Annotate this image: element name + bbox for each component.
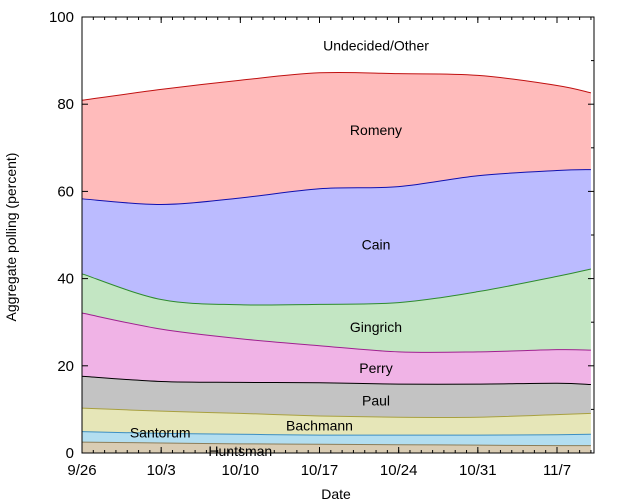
series-label: Romeny <box>350 122 402 138</box>
x-tick-label: 9/26 <box>67 462 96 479</box>
line-santorum <box>81 431 591 436</box>
area-huntsman <box>82 442 591 453</box>
y-tick-label: 80 <box>57 96 74 113</box>
series-label: Gingrich <box>350 319 402 335</box>
line-romeny <box>81 71 592 101</box>
area-romeny <box>82 72 591 205</box>
series-label: Paul <box>362 393 390 409</box>
series-label: Undecided/Other <box>323 37 429 53</box>
y-tick-label: 40 <box>57 271 74 288</box>
y-axis-title: Aggregate polling (percent) <box>3 153 19 322</box>
y-axis: 0 20 40 60 80 100 <box>49 9 594 462</box>
line-bachmann <box>81 407 591 418</box>
y-tick-label: 60 <box>57 183 74 200</box>
series-label: Santorum <box>130 424 191 440</box>
y-tick-label: 0 <box>66 445 74 462</box>
line-perry <box>81 312 591 353</box>
line-cain <box>81 169 591 205</box>
area-layer <box>81 12 592 453</box>
y-tick-label: 100 <box>49 9 74 26</box>
x-tick-label: 10/10 <box>222 462 260 479</box>
x-axis: 9/26 10/3 10/10 10/17 10/24 10/31 11/7 <box>67 17 592 479</box>
series-label: Perry <box>359 360 392 376</box>
area-cain <box>82 169 591 306</box>
area-bachmann <box>82 408 591 436</box>
line-paul <box>81 375 591 386</box>
series-label: Bachmann <box>286 418 353 434</box>
area-undecided-other <box>82 12 591 101</box>
x-tick-label: 10/31 <box>459 462 497 479</box>
x-tick-label: 10/3 <box>147 462 176 479</box>
x-tick-label: 10/24 <box>380 462 418 479</box>
area-perry <box>82 313 591 385</box>
x-tick-label: 10/17 <box>301 462 339 479</box>
x-axis-title: Date <box>321 486 351 502</box>
area-paul <box>82 376 591 418</box>
area-santorum <box>82 431 591 446</box>
series-label: Cain <box>362 237 391 253</box>
line-gingrich <box>81 268 592 306</box>
area-gingrich <box>82 269 591 353</box>
y-tick-label: 20 <box>57 358 74 375</box>
x-tick-label: 11/7 <box>543 462 571 479</box>
line-huntsman <box>81 441 591 447</box>
